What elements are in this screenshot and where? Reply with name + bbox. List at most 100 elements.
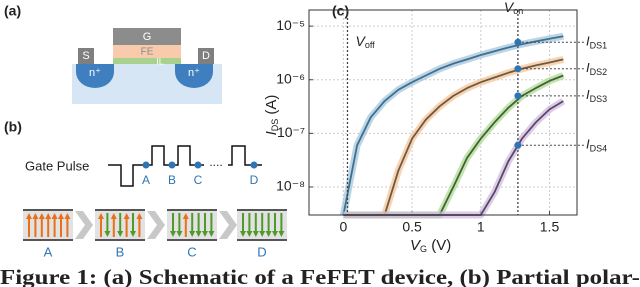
arrow-head (136, 213, 143, 219)
panel-label: (b) (4, 119, 22, 135)
arrow-head (32, 213, 39, 219)
well (76, 64, 114, 88)
source (78, 48, 94, 64)
well-label: n⁺ (188, 67, 200, 79)
source-label: S (82, 50, 89, 62)
series-line (343, 100, 564, 216)
marker (514, 38, 522, 46)
interlayer (113, 58, 181, 64)
arrow-head (38, 213, 45, 219)
symbol: I (586, 34, 590, 49)
unit: (A) (263, 95, 280, 119)
gate (113, 28, 181, 45)
marker (514, 92, 522, 100)
chevron (219, 211, 237, 239)
state-label: B (116, 244, 125, 259)
y-tick-label: 10⁻⁶ (276, 70, 305, 86)
unit: (V) (427, 237, 451, 254)
series-line (342, 35, 564, 216)
well (175, 64, 213, 88)
pulse-point-label: B (168, 173, 176, 187)
arrow-head (202, 231, 208, 237)
arrow-head (64, 213, 71, 219)
pulse-label: Gate Pulse (25, 158, 89, 173)
arrow-head (208, 231, 215, 237)
arrow-head (246, 231, 253, 237)
panel-label: (a) (4, 3, 21, 19)
caption: Figure 1: (a) Schematic of a FeFET devic… (0, 265, 640, 287)
subscript: DS2 (590, 67, 608, 77)
marker-label: IDS3 (586, 87, 607, 104)
fe-label: FE (141, 47, 154, 58)
pulse-point-label: A (142, 173, 150, 187)
pulse-point (168, 161, 176, 169)
panel-label: (c) (332, 3, 349, 19)
subscript: DS4 (590, 144, 608, 154)
ferroelectric (113, 45, 181, 58)
arrow-head (195, 231, 202, 237)
pulse-point (194, 161, 202, 169)
pulse-point (142, 161, 150, 169)
subscript: on (513, 6, 523, 16)
arrow-head (240, 231, 246, 237)
v-on-label: Von (504, 0, 523, 16)
x-tick-label: 0.5 (402, 219, 422, 235)
symbol: I (586, 87, 590, 102)
state-label: A (44, 244, 53, 259)
marker (514, 65, 522, 73)
subscript: DS (270, 119, 280, 132)
symbol: I (586, 60, 590, 75)
arrow-head (58, 213, 64, 219)
marker (514, 141, 522, 149)
arrow-head (98, 213, 104, 219)
arrow-head (252, 231, 259, 237)
drain-label: D (202, 50, 210, 62)
symbol: V (410, 237, 422, 254)
state-label: D (257, 244, 266, 259)
arrow-head (117, 231, 124, 237)
arrow-head (265, 231, 272, 237)
series-band (343, 98, 566, 219)
pulse-point-label: C (194, 173, 203, 187)
chevron (75, 211, 93, 239)
x-tick-label: 1 (477, 219, 485, 235)
y-tick-label: 10⁻⁷ (277, 124, 305, 140)
arrow-head (176, 231, 183, 237)
symbol: I (586, 137, 590, 152)
pulse-group: A B C D A B C D (23, 161, 287, 259)
chevron (147, 211, 165, 239)
marker-label: IDS1 (586, 34, 607, 51)
arrow-head (278, 231, 285, 237)
arrow-head (189, 231, 196, 237)
gate-label: G (143, 31, 152, 43)
y-tick-label: 10⁻⁸ (276, 178, 305, 194)
symbol: V (504, 0, 515, 15)
arrow-head (170, 231, 176, 237)
arrow-head (130, 231, 136, 237)
arrow-head (123, 213, 130, 219)
drain (198, 48, 214, 64)
y-axis-label: IDS (A) (263, 95, 280, 136)
subscript: DS1 (590, 41, 608, 51)
well-label: n⁺ (89, 67, 101, 79)
arrow-head (182, 213, 189, 219)
arrow-head (259, 231, 266, 237)
subscript: off (365, 40, 375, 50)
symbol: I (263, 131, 280, 135)
arrow-head (26, 213, 32, 219)
arrow-head (104, 231, 111, 237)
chart: 0 0.5 1 1.510⁻⁸10⁻⁷10⁻⁶10⁻⁵VoffVonIDS1IDS2I… (263, 0, 607, 254)
v-off-label: Voff (355, 33, 375, 51)
y-tick-label: 10⁻⁵ (276, 17, 305, 33)
x-tick-label: 1.5 (540, 219, 560, 235)
pulse-point (250, 161, 258, 169)
arrow-head (45, 213, 52, 219)
x-axis-label: VG (V) (410, 237, 451, 254)
pulse-point-label: D (250, 173, 259, 187)
marker-label: IDS4 (586, 137, 607, 154)
arrow-head (110, 213, 117, 219)
subscript: DS3 (590, 94, 608, 104)
symbol: V (355, 33, 366, 49)
